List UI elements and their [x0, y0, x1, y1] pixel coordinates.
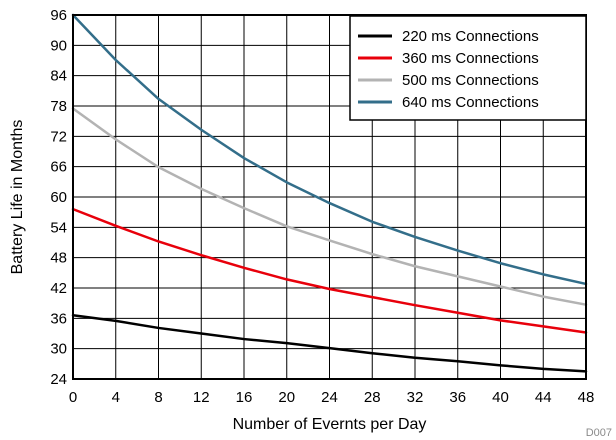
x-tick-labels: 0 4 8 12 16 20 24 28 32 36 40 44 48: [69, 389, 595, 406]
y-axis-label: Battery Life in Months: [9, 120, 26, 275]
x-tick-36: 36: [449, 389, 466, 406]
series-line-3: [71, 107, 588, 306]
x-axis-label: Number of Evernts per Day: [233, 416, 427, 433]
series-lines: [71, 13, 588, 373]
series-line-2: [71, 207, 588, 334]
legend: 220 ms Connections 360 ms Connections 500 …: [349, 15, 587, 121]
x-tick-4: 4: [112, 389, 120, 406]
legend-label-4: 640 ms Connections: [402, 94, 539, 111]
x-tick-32: 32: [407, 389, 424, 406]
x-tick-20: 20: [278, 389, 295, 406]
plot-frame: [72, 14, 587, 380]
y-tick-labels: 24 30 36 42 48 54 60 66 72 78 84 90 96: [50, 7, 67, 388]
y-tick-24: 24: [50, 371, 67, 388]
legend-label-3: 500 ms Connections: [402, 72, 539, 89]
x-tick-28: 28: [364, 389, 381, 406]
y-tick-48: 48: [50, 250, 67, 267]
y-tick-90: 90: [50, 37, 67, 54]
y-tick-84: 84: [50, 68, 67, 85]
x-tick-16: 16: [236, 389, 253, 406]
x-tick-48: 48: [578, 389, 595, 406]
figure-code-label: D007: [586, 427, 612, 439]
y-tick-36: 36: [50, 310, 67, 327]
series-line-4: [71, 13, 588, 286]
x-tick-24: 24: [321, 389, 338, 406]
y-tick-54: 54: [50, 219, 67, 236]
y-tick-60: 60: [50, 189, 67, 206]
x-tick-40: 40: [492, 389, 509, 406]
legend-label-2: 360 ms Connections: [402, 50, 539, 67]
y-tick-96: 96: [50, 7, 67, 24]
y-tick-30: 30: [50, 341, 67, 358]
y-tick-66: 66: [50, 159, 67, 176]
x-tick-8: 8: [154, 389, 162, 406]
y-tick-78: 78: [50, 98, 67, 115]
legend-label-1: 220 ms Connections: [402, 28, 539, 45]
x-tick-12: 12: [193, 389, 210, 406]
series-line-1: [71, 314, 588, 373]
y-tick-72: 72: [50, 128, 67, 145]
x-tick-0: 0: [69, 389, 77, 406]
y-tick-42: 42: [50, 280, 67, 297]
x-tick-44: 44: [535, 389, 552, 406]
